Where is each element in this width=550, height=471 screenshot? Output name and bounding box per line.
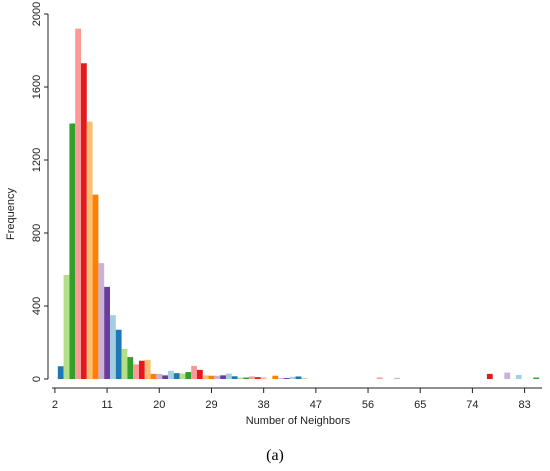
y-axis: 0 400 800 1200 1600 2000 xyxy=(31,2,48,382)
histogram-bar xyxy=(179,373,186,379)
histogram-bar xyxy=(133,364,139,379)
y-tick-label: 0 xyxy=(31,376,43,382)
y-tick-label: 1600 xyxy=(31,75,43,99)
y-tick-label: 400 xyxy=(31,297,43,315)
x-tick-label: 2 xyxy=(52,399,58,411)
histogram-bar xyxy=(98,263,105,379)
histogram-bar xyxy=(86,121,93,380)
x-tick-label: 11 xyxy=(101,399,112,411)
histogram-bar xyxy=(208,375,215,379)
histogram-bar xyxy=(220,375,226,379)
histogram-bar xyxy=(80,63,87,380)
x-axis-title: Number of Neighbors xyxy=(246,415,351,427)
histogram-bar xyxy=(57,366,64,379)
histogram-bar xyxy=(167,370,174,379)
histogram-bar xyxy=(515,374,522,379)
histogram-bar xyxy=(295,376,302,379)
histogram-bar xyxy=(272,375,279,379)
histogram-bar xyxy=(289,376,296,379)
histogram-bar xyxy=(196,369,203,380)
histogram-bar xyxy=(202,375,209,379)
y-tick-label: 1200 xyxy=(31,148,43,172)
y-tick-label: 2000 xyxy=(31,2,43,26)
histogram-bar xyxy=(254,377,261,379)
x-tick-label: 65 xyxy=(414,399,426,411)
histogram-bar xyxy=(185,372,192,379)
histogram-bar xyxy=(127,357,134,379)
figure-caption: (a) xyxy=(266,447,284,464)
histogram-bar xyxy=(75,28,81,379)
histogram-bar xyxy=(214,375,221,379)
x-tick-label: 29 xyxy=(205,399,217,411)
x-tick-label: 83 xyxy=(518,399,530,411)
x-tick-label: 20 xyxy=(153,399,165,411)
histogram-bar xyxy=(533,377,540,379)
histogram-bar xyxy=(115,329,122,379)
histogram-bar xyxy=(162,375,168,379)
x-tick-label: 47 xyxy=(310,399,322,411)
x-tick-label: 74 xyxy=(466,399,478,411)
histogram-bar xyxy=(376,377,383,379)
histogram-bar xyxy=(394,377,400,379)
histogram-bar xyxy=(249,376,255,379)
y-axis-title: Frequency xyxy=(5,188,17,240)
histogram-bar xyxy=(283,378,290,379)
bar-group xyxy=(57,28,540,380)
histogram-bar xyxy=(144,359,151,379)
x-tick-label: 56 xyxy=(362,399,374,411)
histogram-bar xyxy=(260,377,267,379)
histogram-bar xyxy=(156,373,163,379)
histogram-bar xyxy=(191,365,197,379)
y-tick-label: 800 xyxy=(31,224,43,242)
histogram-bar xyxy=(121,348,128,379)
x-tick-label: 38 xyxy=(258,399,270,411)
histogram-bar xyxy=(138,360,145,379)
histogram-bar xyxy=(173,373,180,379)
histogram-bar xyxy=(504,372,511,379)
histogram-bar xyxy=(92,194,99,379)
histogram-bar xyxy=(231,376,238,379)
histogram-bar xyxy=(69,123,76,379)
histogram-bar xyxy=(301,377,308,379)
histogram-bar xyxy=(150,373,157,379)
histogram-bar xyxy=(225,373,232,379)
histogram-bar xyxy=(243,377,250,379)
histogram-bar xyxy=(104,286,110,379)
histogram-bar xyxy=(278,378,284,379)
histogram-bar xyxy=(109,315,116,380)
histogram-bar xyxy=(237,377,244,379)
x-axis: 2 11 20 29 38 47 56 65 74 83 xyxy=(52,388,531,411)
histogram-bar xyxy=(63,274,70,379)
histogram-bar xyxy=(486,373,493,379)
